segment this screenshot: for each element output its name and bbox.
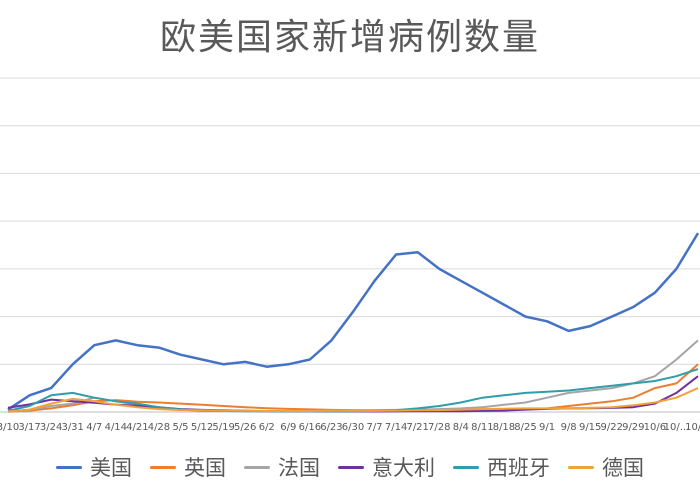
legend-label: 西班牙 xyxy=(487,456,550,480)
x-tick-label: 8/4 xyxy=(453,422,469,433)
legend-item: 西班牙 xyxy=(453,452,550,482)
legend-label: 意大利 xyxy=(372,456,435,480)
x-tick-label: 5/19 xyxy=(212,422,234,433)
x-tick-label: 3/10 xyxy=(0,422,19,433)
legend-label: 美国 xyxy=(90,456,132,480)
legend-label: 英国 xyxy=(184,456,226,480)
x-tick-label: 7/7 xyxy=(367,422,383,433)
x-tick-label: 9/29 xyxy=(622,422,644,433)
x-tick-label: 5/26 xyxy=(234,422,256,433)
x-tick-label: 3/17 xyxy=(18,422,40,433)
x-tick-label: 9/15 xyxy=(579,422,601,433)
x-tick-label: 7/21 xyxy=(406,422,428,433)
x-tick-label: 4/14 xyxy=(105,422,127,433)
x-tick-label: 3/31 xyxy=(61,422,83,433)
legend-swatch xyxy=(56,465,82,469)
x-tick-label: 9/8 xyxy=(561,422,577,433)
x-tick-label: 10/... xyxy=(685,422,700,433)
series-line-6 xyxy=(7,387,699,413)
legend-item: 法国 xyxy=(244,452,320,482)
x-tick-label: 7/14 xyxy=(385,422,407,433)
x-tick-label: 6/2 xyxy=(259,422,275,433)
x-tick-label: 9/22 xyxy=(601,422,623,433)
x-tick-label: 6/9 xyxy=(280,422,296,433)
series-line-4 xyxy=(7,375,699,413)
x-tick-label: 9/1 xyxy=(539,422,555,433)
x-tick-label: 8/25 xyxy=(514,422,536,433)
chart-title: 欧美国家新增病例数量 xyxy=(159,17,540,58)
x-tick-label: 6/16 xyxy=(299,422,321,433)
x-tick-label: 4/28 xyxy=(148,422,170,433)
legend-label: 法国 xyxy=(278,456,320,480)
legend-item: 意大利 xyxy=(338,452,435,482)
x-tick-label: 7/28 xyxy=(428,422,450,433)
x-tick-label: 10/... xyxy=(664,422,690,433)
legend-item: 美国 xyxy=(56,452,132,482)
series-line-1 xyxy=(7,232,700,411)
x-tick-label: 8/18 xyxy=(493,422,515,433)
x-tick-label: 6/23 xyxy=(320,422,342,433)
legend-swatch xyxy=(453,465,479,469)
x-tick-label: 6/30 xyxy=(342,422,364,433)
legend-item: 德国 xyxy=(568,452,644,482)
legend-swatch xyxy=(150,465,176,469)
chart-legend: 美国 英国 法国 意大利 西班牙 德国 xyxy=(0,452,700,482)
x-tick-label: 10/6 xyxy=(644,422,666,433)
legend-swatch xyxy=(244,465,270,469)
x-tick-label: 5/12 xyxy=(191,422,213,433)
x-tick-label: 4/7 xyxy=(86,422,102,433)
x-tick-label: 4/21 xyxy=(126,422,148,433)
legend-swatch xyxy=(568,465,594,469)
legend-item: 英国 xyxy=(150,452,226,482)
x-tick-label: 5/5 xyxy=(172,422,188,433)
legend-swatch xyxy=(338,465,364,469)
x-tick-label: 3/24 xyxy=(40,422,62,433)
legend-label: 德国 xyxy=(602,456,644,480)
x-tick-label: 8/11 xyxy=(471,422,493,433)
